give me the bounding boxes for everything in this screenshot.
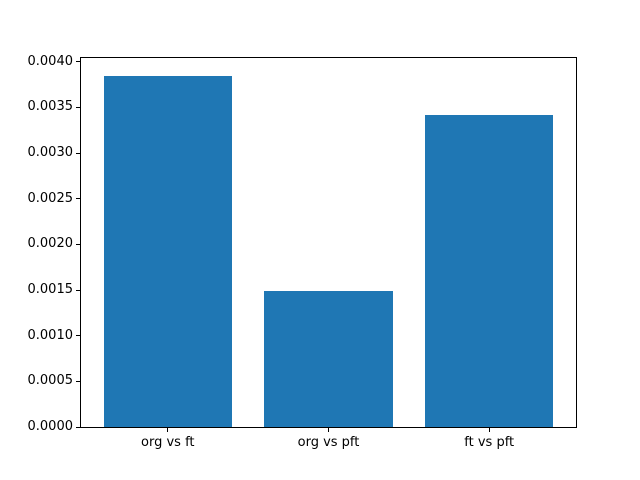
y-tick-label: 0.0010 — [27, 327, 74, 343]
y-tick-mark — [76, 243, 80, 245]
x-tick-mark — [167, 428, 169, 432]
y-tick-mark — [76, 106, 80, 108]
x-tick-label: ft vs pft — [464, 435, 515, 450]
plot-area: 0.0000 0.0005 0.0010 0.0015 0.0020 0.0025 0.00… — [28, 54, 577, 450]
y-tick-label: 0.0040 — [27, 53, 74, 69]
bar-org-vs-pft — [264, 290, 393, 427]
y-tick-label: 0.0030 — [27, 145, 74, 161]
y-tick-mark — [76, 289, 80, 291]
bar-org-vs-ft — [103, 75, 233, 427]
x-tick-label: org vs pft — [297, 435, 360, 450]
y-tick-label: 0.0005 — [27, 373, 74, 389]
y-tick-label: 0.0020 — [27, 236, 74, 252]
y-tick-label: 0.0025 — [27, 190, 74, 206]
x-tick-mark — [488, 428, 490, 432]
y-tick-label: 0.0000 — [27, 419, 74, 434]
x-tick-mark — [328, 428, 329, 432]
y-tick-label: 0.0015 — [27, 282, 74, 298]
y-tick-mark — [76, 426, 80, 428]
y-tick-mark — [76, 335, 80, 337]
y-tick-mark — [76, 198, 80, 200]
y-tick-label: 0.0035 — [27, 99, 74, 115]
bar-ft-vs-pft — [424, 114, 554, 427]
y-tick-mark — [76, 61, 80, 63]
y-tick-mark — [76, 380, 80, 382]
y-tick-mark — [76, 152, 80, 154]
x-tick-label: org vs ft — [141, 435, 195, 450]
